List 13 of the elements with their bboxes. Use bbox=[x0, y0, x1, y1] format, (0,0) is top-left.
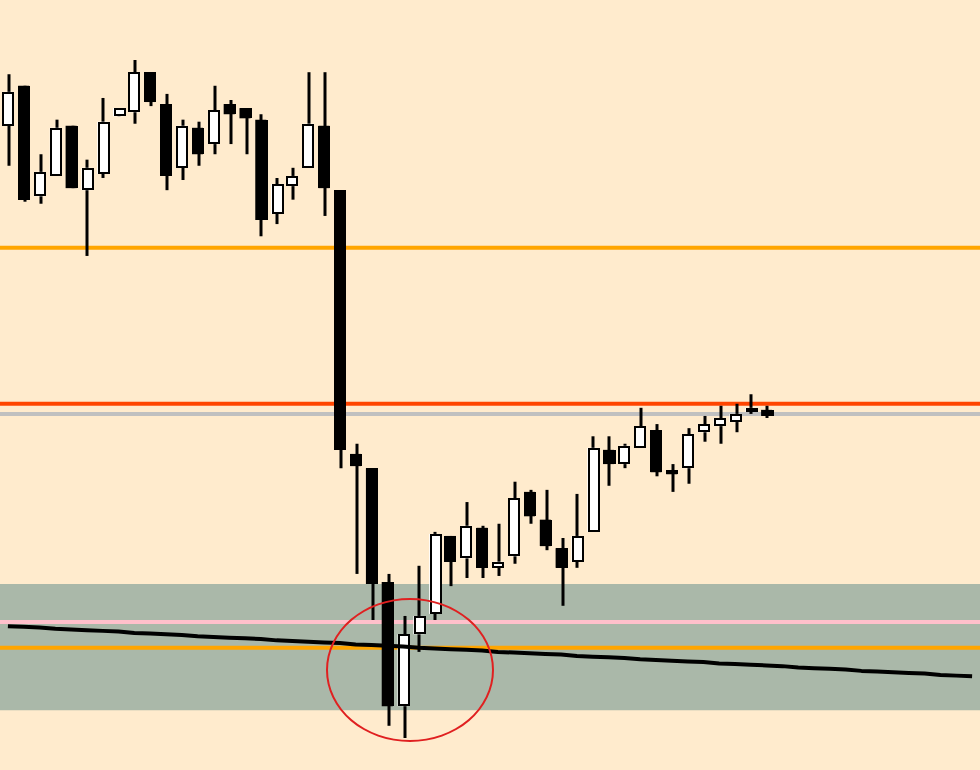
candlestick bbox=[634, 406, 646, 450]
candlestick bbox=[492, 522, 504, 578]
candlestick bbox=[318, 70, 330, 218]
candlestick bbox=[508, 480, 520, 566]
candlestick bbox=[350, 442, 362, 576]
candlestick bbox=[33, 152, 46, 206]
candlestick bbox=[2, 72, 14, 168]
candlestick bbox=[176, 118, 188, 182]
candlestick bbox=[460, 500, 472, 580]
candlestick bbox=[192, 120, 204, 168]
candlestick bbox=[682, 426, 694, 486]
candlestick bbox=[666, 462, 678, 494]
candlestick bbox=[302, 70, 314, 170]
